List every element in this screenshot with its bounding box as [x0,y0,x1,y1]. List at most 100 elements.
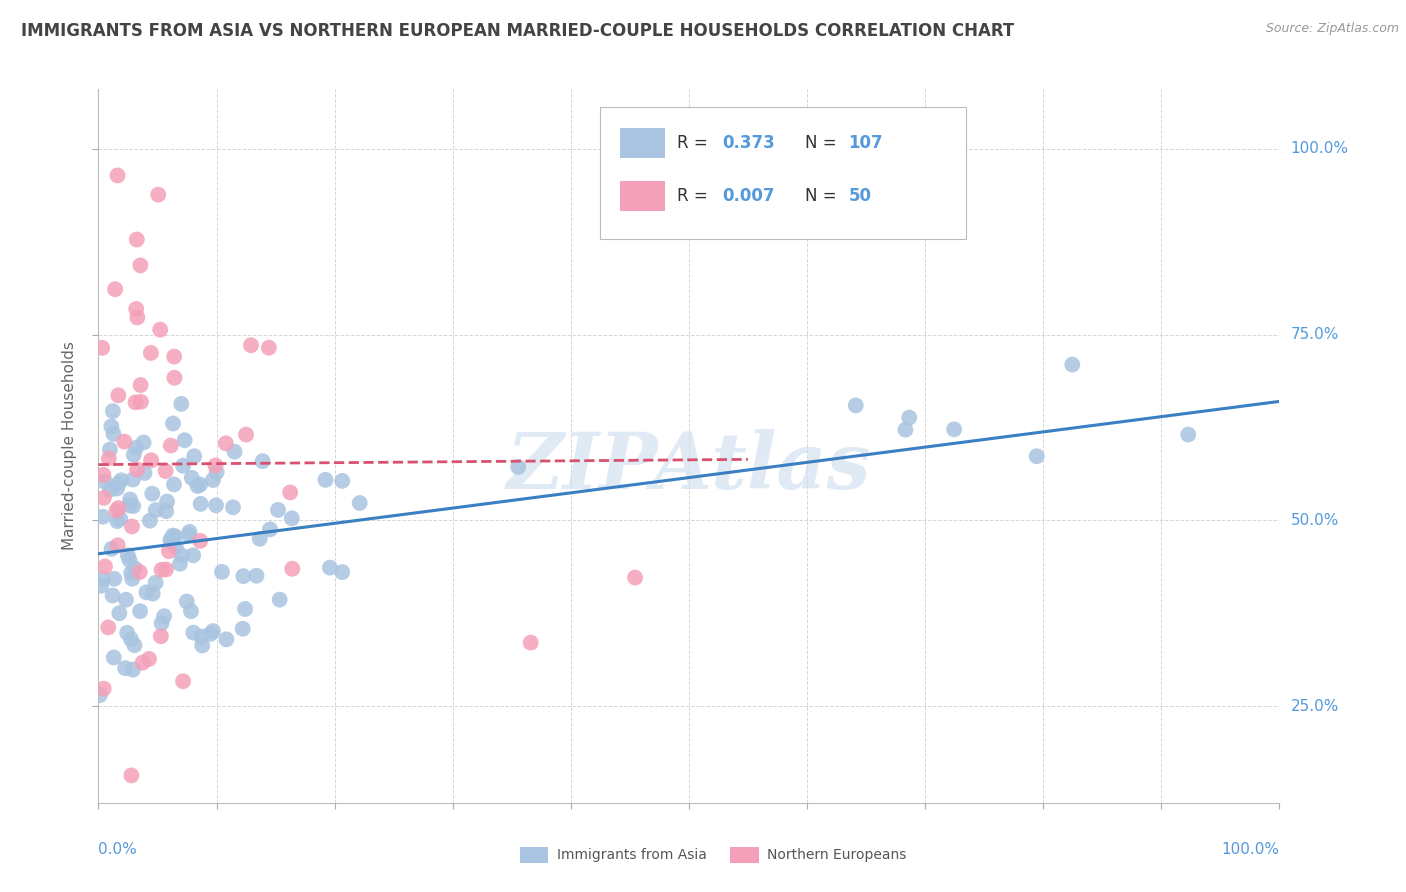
Point [93,491,115,505]
Point [257,341,280,355]
Point [98,483,121,497]
Point [139,346,162,360]
Point [157,544,180,558]
Point [845,398,868,412]
Point [259,522,281,536]
Point [191,639,214,653]
Point [319,560,342,574]
Point [233,602,256,616]
Point [190,630,212,644]
Point [165,541,187,555]
Point [232,622,254,636]
Point [235,427,257,442]
Text: 100.0%: 100.0% [1222,842,1279,856]
Point [519,635,541,649]
Point [162,528,184,542]
Point [125,301,148,316]
Point [149,629,172,643]
Point [101,589,124,603]
Text: ZIPAtlas: ZIPAtlas [506,429,872,506]
Point [155,464,177,478]
Point [145,503,167,517]
Point [1062,358,1084,372]
Point [127,462,149,476]
Point [252,454,274,468]
Point [278,485,301,500]
Point [181,549,204,563]
FancyBboxPatch shape [730,847,759,863]
Point [120,492,142,507]
Point [894,423,917,437]
Text: 0.0%: 0.0% [98,842,138,856]
Point [508,459,530,474]
Point [330,565,353,579]
Point [1177,427,1199,442]
Point [172,674,194,689]
Point [134,466,156,480]
Point [205,465,228,479]
Point [267,503,290,517]
Point [181,625,204,640]
Point [215,632,238,647]
Point [190,497,212,511]
Y-axis label: Married-couple Households: Married-couple Households [62,342,77,550]
Point [122,499,145,513]
Point [141,486,163,500]
Point [179,524,201,539]
Point [155,562,177,576]
Point [91,341,114,355]
Point [155,504,177,518]
Point [163,370,186,384]
Point [165,529,187,543]
Point [114,661,136,675]
Text: 50: 50 [848,186,872,204]
Point [943,422,966,436]
Point [121,572,143,586]
Point [169,557,191,571]
Point [240,338,263,352]
Point [124,561,146,575]
Point [120,632,142,647]
Point [118,499,141,513]
Point [172,458,194,473]
Point [100,541,122,556]
Point [183,450,205,464]
Point [150,616,173,631]
Point [145,575,167,590]
Point [200,627,222,641]
Point [110,473,132,487]
Text: 25.0%: 25.0% [1291,698,1339,714]
Text: Northern Europeans: Northern Europeans [766,848,907,862]
Point [186,479,208,493]
Point [159,533,181,547]
Point [176,594,198,608]
Point [103,572,125,586]
Point [150,563,173,577]
Point [148,187,170,202]
Point [349,496,371,510]
Point [107,388,129,402]
Point [180,604,202,618]
Point [315,473,337,487]
Point [107,169,129,183]
Point [141,453,163,467]
Point [97,451,120,466]
FancyBboxPatch shape [620,180,665,211]
Text: 107: 107 [848,135,883,153]
Point [112,434,135,449]
Point [105,504,128,518]
Point [188,477,211,491]
Text: 50.0%: 50.0% [1291,513,1339,528]
Point [156,494,179,508]
Point [101,404,124,418]
Point [94,475,117,489]
Point [153,609,176,624]
Point [128,565,150,579]
Point [160,534,183,549]
Point [120,768,142,782]
Point [132,435,155,450]
Point [135,585,157,599]
Point [122,663,145,677]
Point [170,397,193,411]
Point [118,553,141,567]
